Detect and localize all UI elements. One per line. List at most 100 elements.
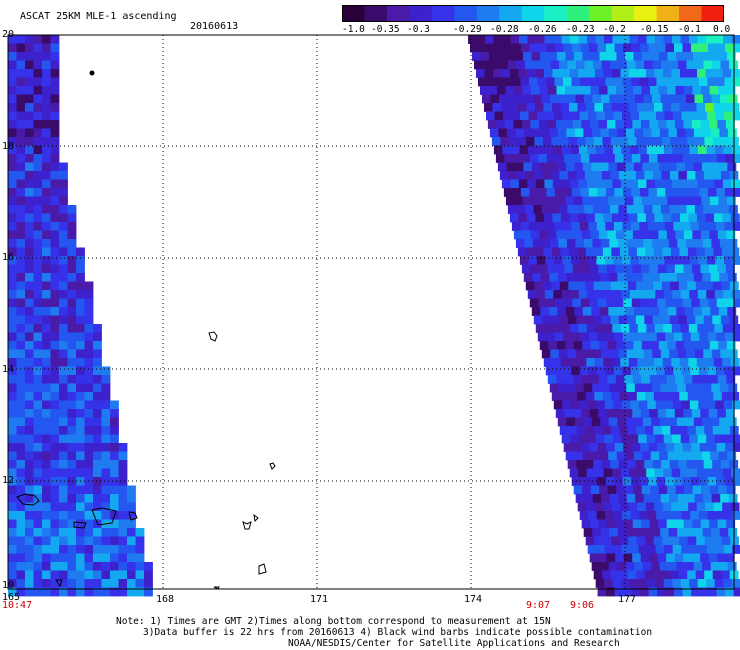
data-cell (50, 468, 60, 478)
data-cell (67, 409, 77, 418)
data-cell (692, 196, 702, 206)
data-cell (636, 137, 646, 146)
data-cell (623, 298, 633, 308)
data-cell (482, 94, 491, 104)
data-cell (633, 307, 643, 316)
data-cell (507, 94, 517, 104)
data-cell (641, 375, 651, 384)
data-cell (67, 434, 77, 444)
data-cell (93, 460, 102, 469)
data-cell (680, 468, 690, 478)
data-cell (588, 366, 598, 376)
data-cell (607, 375, 617, 384)
data-cell (530, 230, 540, 240)
data-cell (583, 528, 593, 537)
data-cell (582, 162, 592, 172)
data-cell (8, 528, 17, 537)
data-cell (628, 213, 638, 223)
data-cell (16, 358, 26, 367)
data-cell (33, 426, 43, 435)
data-cell (679, 247, 689, 257)
data-cell (696, 247, 706, 257)
data-cell (547, 375, 557, 384)
data-cell (601, 349, 611, 359)
data-cell (42, 332, 51, 342)
data-cell (8, 434, 17, 444)
data-cell (84, 536, 94, 546)
data-cell (582, 196, 592, 206)
data-cell (482, 60, 492, 70)
data-cell (42, 545, 51, 554)
data-cell (599, 451, 609, 461)
data-cell (659, 451, 669, 461)
data-cell (681, 545, 691, 554)
data-cell (587, 400, 597, 410)
data-cell (135, 545, 145, 554)
data-cell (25, 587, 34, 597)
data-cell (704, 570, 714, 580)
data-cell (16, 179, 26, 189)
data-cell (16, 417, 26, 427)
data-cell (651, 383, 661, 393)
data-cell (698, 366, 708, 376)
data-cell (569, 213, 579, 223)
data-cell (682, 154, 692, 163)
color-bar-segment (701, 5, 724, 22)
data-cell (609, 205, 619, 214)
color-bar-tick-label: -1.0 (342, 24, 365, 35)
data-cell (42, 230, 51, 240)
data-cell (42, 417, 51, 427)
data-cell (639, 366, 649, 376)
data-cell (727, 451, 737, 461)
data-cell (639, 111, 648, 121)
data-cell (549, 383, 559, 393)
data-cell (665, 332, 675, 342)
data-cell (621, 145, 631, 155)
data-cell (667, 485, 677, 495)
data-cell (42, 264, 51, 274)
data-cell (564, 375, 574, 384)
data-cell (724, 222, 734, 231)
data-cell (596, 111, 606, 121)
data-cell (8, 409, 17, 418)
data-cell (728, 528, 738, 537)
data-cell (8, 494, 17, 503)
data-cell (84, 375, 94, 384)
data-cell (628, 392, 638, 401)
data-cell (491, 60, 500, 70)
data-cell (110, 451, 119, 461)
data-cell (604, 145, 614, 155)
data-cell (676, 52, 685, 61)
data-cell (42, 315, 51, 325)
data-cell (569, 358, 579, 367)
data-cell (50, 358, 60, 367)
data-cell (110, 434, 119, 444)
data-cell (16, 154, 26, 163)
data-cell (613, 511, 623, 520)
data-cell (59, 392, 68, 401)
data-cell (33, 137, 43, 146)
data-cell (8, 111, 17, 121)
data-cell (639, 188, 649, 197)
data-cell (59, 349, 68, 359)
data-cell (675, 341, 685, 350)
data-cell (531, 162, 541, 172)
data-cell (675, 230, 685, 240)
data-cell (486, 77, 496, 87)
data-cell (517, 137, 527, 146)
data-cell (25, 94, 34, 104)
data-cell (558, 205, 568, 214)
data-cell (631, 77, 640, 87)
data-cell (703, 460, 713, 469)
data-cell (591, 451, 601, 461)
data-cell (624, 86, 634, 95)
data-cell (646, 324, 656, 333)
data-cell (472, 52, 481, 61)
data-cell (518, 213, 528, 223)
data-cell (648, 298, 658, 308)
data-cell (686, 171, 696, 180)
data-cell (650, 485, 660, 495)
data-cell (33, 298, 43, 308)
data-cell (572, 443, 582, 452)
data-cell (634, 383, 644, 393)
